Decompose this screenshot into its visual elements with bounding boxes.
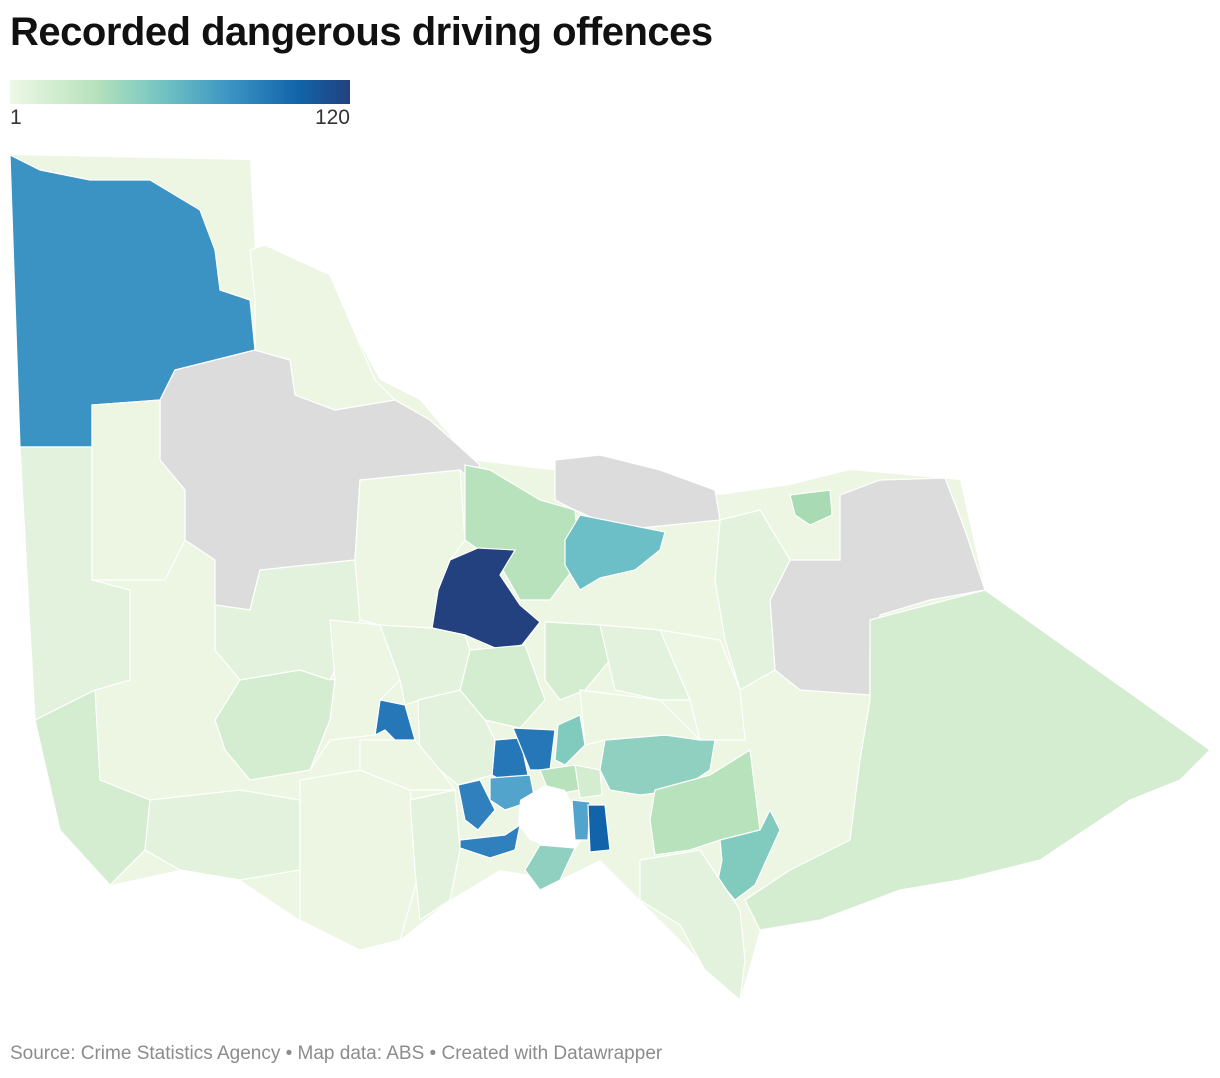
port-phillip-bay <box>518 785 585 850</box>
source-footer: Source: Crime Statistics Agency • Map da… <box>10 1043 663 1064</box>
legend-min-label: 1 <box>10 106 22 129</box>
region-wellington-south[interactable] <box>717 808 781 901</box>
region-south-gippsland[interactable] <box>639 849 746 1002</box>
region-inner-metro-2[interactable] <box>574 764 603 799</box>
region-hindmarsh[interactable] <box>91 399 186 581</box>
region-swan-hill[interactable] <box>249 244 397 411</box>
region-casey[interactable] <box>587 804 611 853</box>
color-legend: 1 120 <box>10 80 350 130</box>
region-kingston[interactable] <box>571 799 591 841</box>
chart-title: Recorded dangerous driving offences <box>10 10 713 54</box>
region-towong-small[interactable] <box>789 489 833 526</box>
region-corangamite[interactable] <box>299 769 421 951</box>
region-wangaratta[interactable] <box>714 509 791 691</box>
region-murrindindi[interactable] <box>579 689 702 746</box>
region-mornington[interactable] <box>524 844 576 891</box>
region-moira[interactable] <box>564 514 666 591</box>
legend-gradient-bar <box>10 80 350 104</box>
region-geelong[interactable] <box>457 779 496 831</box>
region-nillumbik[interactable] <box>554 714 586 766</box>
victoria-choropleth-map <box>9 154 1211 1002</box>
region-surf-coast[interactable] <box>409 789 461 922</box>
region-east-gippsland[interactable] <box>744 589 1211 931</box>
legend-max-label: 120 <box>314 106 350 129</box>
region-moyne[interactable] <box>144 789 301 881</box>
region-golden-plains[interactable] <box>359 739 457 791</box>
legend-labels: 1 120 <box>10 104 350 130</box>
region-loddon[interactable] <box>354 469 466 629</box>
region-mansfield[interactable] <box>659 629 746 741</box>
